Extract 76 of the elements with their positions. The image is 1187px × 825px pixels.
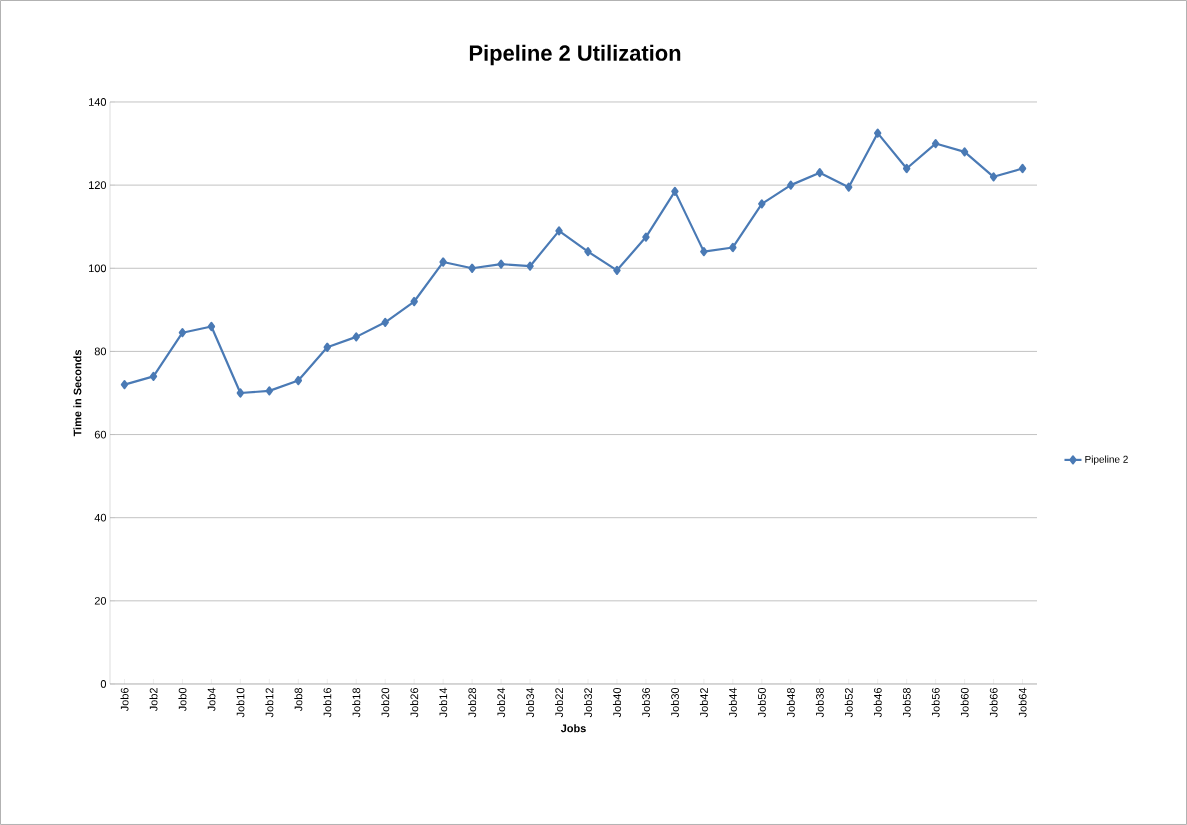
point bbox=[729, 242, 737, 253]
point bbox=[120, 380, 129, 390]
x-tick-label: Job4 bbox=[207, 687, 216, 712]
point bbox=[931, 138, 940, 149]
point bbox=[526, 261, 534, 271]
point bbox=[642, 232, 650, 242]
x-tick-label: Job66 bbox=[989, 688, 998, 718]
chart-title: Pipeline 2 Utilization bbox=[469, 44, 681, 66]
x-tick-label: Job10 bbox=[236, 687, 245, 718]
point bbox=[352, 332, 360, 342]
x-tick-label: Job2 bbox=[149, 688, 158, 712]
x-tick-label: Job56 bbox=[931, 688, 940, 718]
y-tick-label: 60 bbox=[94, 430, 107, 439]
point bbox=[381, 317, 389, 327]
x-tick-label: Job8 bbox=[294, 687, 303, 712]
x-tick-label: Job18 bbox=[352, 688, 361, 718]
x-tick-label: Job64 bbox=[1018, 687, 1027, 718]
y-tick-label: 40 bbox=[94, 513, 107, 522]
x-tick-label: Job30 bbox=[670, 687, 679, 718]
point bbox=[410, 296, 418, 307]
x-tick-label: Job60 bbox=[960, 687, 969, 718]
x-tick-label: Job6 bbox=[120, 687, 129, 712]
point bbox=[758, 199, 766, 209]
point bbox=[873, 128, 882, 138]
x-tick-label: Job28 bbox=[468, 688, 477, 718]
x-tick-label: Job50 bbox=[757, 687, 766, 718]
x-tick-label: Job16 bbox=[323, 688, 332, 718]
point bbox=[989, 172, 998, 182]
y-tick-label: 140 bbox=[89, 98, 107, 106]
x-tick-label: Job36 bbox=[641, 688, 650, 718]
point bbox=[497, 259, 505, 269]
point bbox=[555, 226, 563, 236]
x-tick-label: Job24 bbox=[497, 687, 506, 718]
point bbox=[323, 342, 331, 352]
x-tick-label: Job38 bbox=[815, 688, 824, 718]
x-tick-label: Job20 bbox=[381, 687, 390, 718]
point bbox=[584, 247, 592, 257]
x-tick-label: Job12 bbox=[265, 688, 274, 718]
point bbox=[468, 263, 476, 273]
x-tick-label: Job42 bbox=[699, 688, 708, 718]
x-tick-label: Job32 bbox=[583, 688, 593, 718]
y-tick-label: 0 bbox=[100, 680, 107, 688]
x-tick-label: Job48 bbox=[786, 688, 795, 718]
point bbox=[265, 386, 274, 396]
point bbox=[439, 257, 447, 267]
x-tick-label: Job34 bbox=[526, 687, 535, 718]
point bbox=[671, 186, 679, 196]
x-tick-label: Job22 bbox=[555, 688, 564, 718]
y-tick-label: 80 bbox=[94, 347, 107, 356]
point bbox=[1018, 163, 1027, 174]
point bbox=[207, 321, 216, 332]
y-tick-label: 20 bbox=[94, 596, 107, 605]
x-tick-label: Job58 bbox=[902, 688, 911, 718]
x-tick-label: Job40 bbox=[612, 687, 621, 718]
point bbox=[236, 388, 245, 398]
x-tick-label: Job44 bbox=[728, 687, 737, 718]
point bbox=[149, 371, 158, 381]
point bbox=[902, 163, 911, 174]
point bbox=[178, 328, 187, 338]
y-tick-label: 120 bbox=[89, 181, 107, 190]
x-tick-label: Job52 bbox=[844, 688, 853, 718]
x-tick-label: Job46 bbox=[873, 688, 882, 718]
point bbox=[816, 168, 824, 178]
y-tick-label: 100 bbox=[89, 264, 107, 273]
x-tick-label: Job0 bbox=[178, 687, 187, 712]
point bbox=[613, 265, 621, 275]
point bbox=[294, 375, 303, 386]
point bbox=[844, 182, 853, 192]
point bbox=[700, 247, 708, 257]
x-tick-label: Job14 bbox=[439, 687, 448, 718]
y-axis-title: Time in Seconds bbox=[73, 350, 82, 437]
x-tick-label: Job26 bbox=[410, 688, 419, 718]
point bbox=[787, 180, 795, 190]
point bbox=[960, 147, 969, 157]
x-axis-title: Jobs bbox=[560, 724, 586, 733]
legend-label: Pipeline 2 bbox=[1085, 455, 1128, 465]
